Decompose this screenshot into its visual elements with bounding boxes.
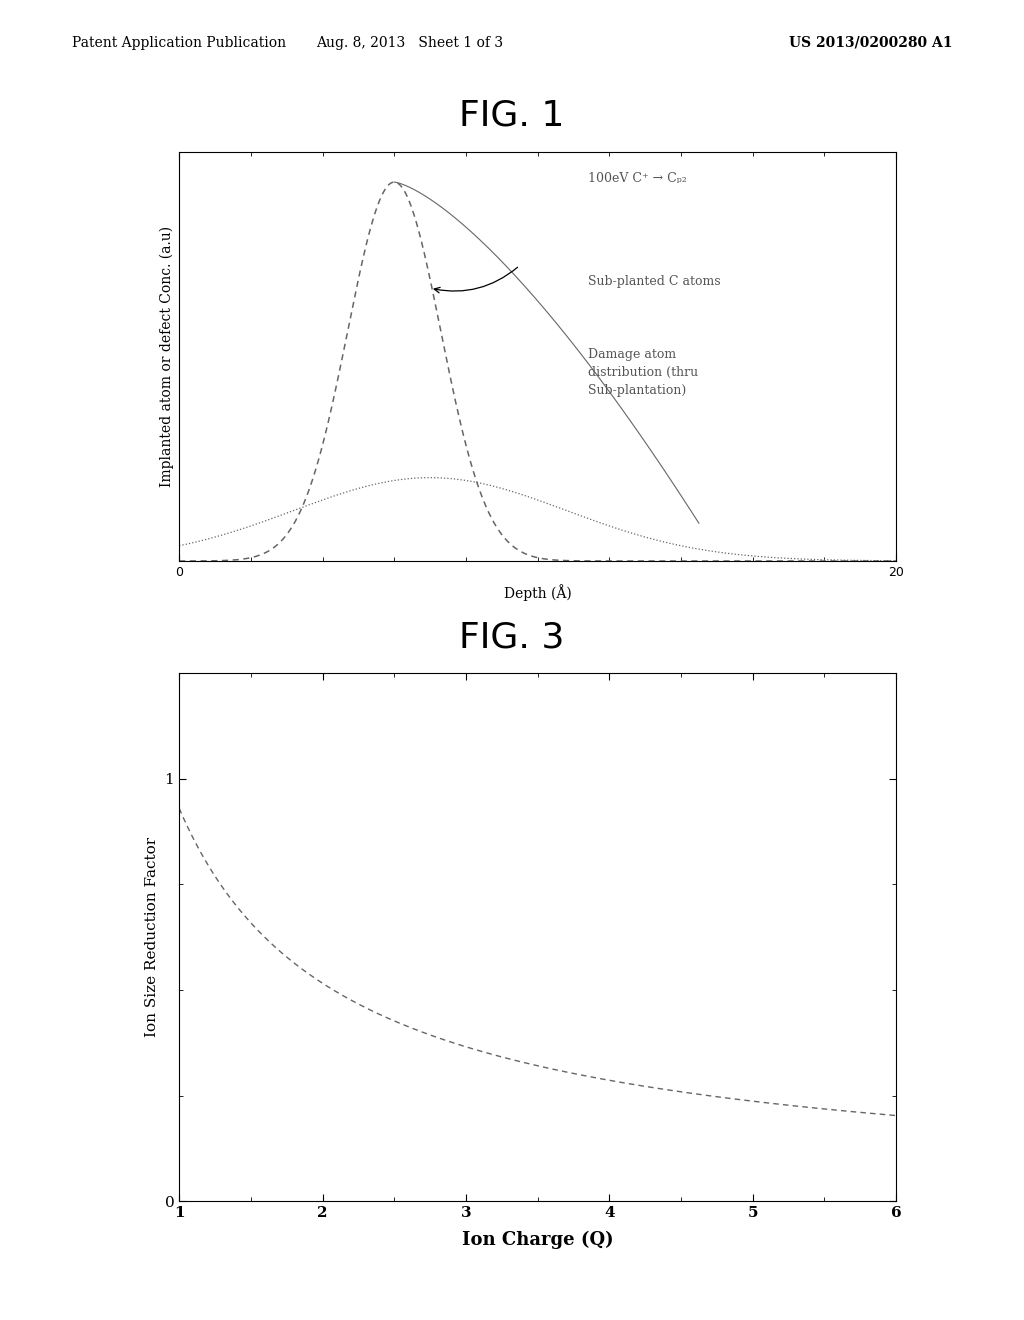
Text: Damage atom
distribution (thru
Sub-plantation): Damage atom distribution (thru Sub-plant… bbox=[588, 348, 698, 397]
Text: FIG. 3: FIG. 3 bbox=[460, 620, 564, 655]
X-axis label: Depth (Å): Depth (Å) bbox=[504, 585, 571, 602]
Text: Aug. 8, 2013   Sheet 1 of 3: Aug. 8, 2013 Sheet 1 of 3 bbox=[316, 36, 503, 50]
Text: Patent Application Publication: Patent Application Publication bbox=[72, 36, 286, 50]
Y-axis label: Ion Size Reduction Factor: Ion Size Reduction Factor bbox=[145, 837, 159, 1038]
Text: US 2013/0200280 A1: US 2013/0200280 A1 bbox=[788, 36, 952, 50]
Text: Sub-planted C atoms: Sub-planted C atoms bbox=[588, 275, 721, 288]
Y-axis label: Implanted atom or defect Conc. (a.u): Implanted atom or defect Conc. (a.u) bbox=[160, 226, 174, 487]
Text: FIG. 1: FIG. 1 bbox=[460, 99, 564, 133]
X-axis label: Ion Charge (Q): Ion Charge (Q) bbox=[462, 1232, 613, 1250]
Text: 100eV C⁺ → Cₚ₂: 100eV C⁺ → Cₚ₂ bbox=[588, 172, 686, 185]
